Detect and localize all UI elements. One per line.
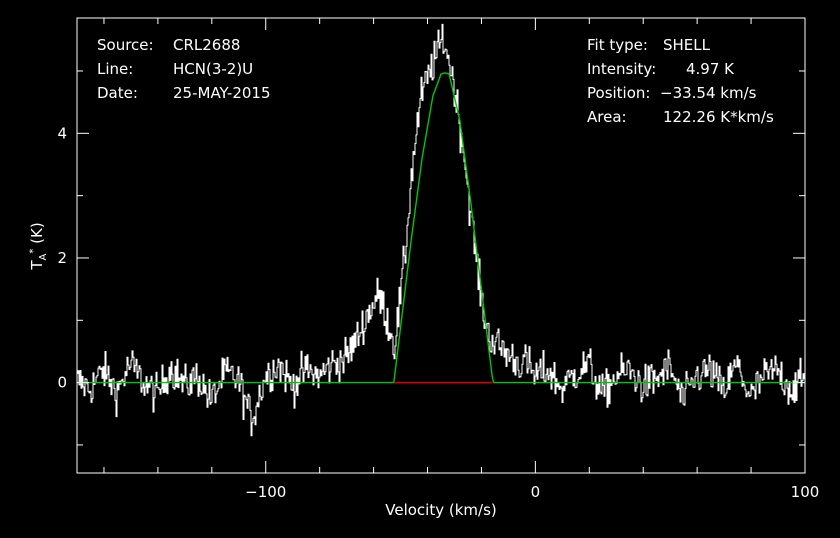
area-label: Area: <box>587 108 627 126</box>
line-label: Line: <box>97 60 133 78</box>
date-value: 25-MAY-2015 <box>173 84 271 102</box>
y-tick-label: 2 <box>57 249 67 267</box>
source-info: Source: CRL2688 Line: HCN(3-2)U Date: 25… <box>97 36 271 102</box>
fit-type-value: SHELL <box>663 36 711 54</box>
fit-type-label: Fit type: <box>587 36 648 54</box>
fit-line <box>77 72 805 384</box>
y-axis-label: TA* (K) <box>28 222 49 270</box>
line-value: HCN(3-2)U <box>173 60 253 78</box>
source-label: Source: <box>97 36 154 54</box>
intensity-value: 4.97 K <box>686 60 735 78</box>
x-tick-label: −100 <box>245 483 286 501</box>
intensity-label: Intensity: <box>587 60 656 78</box>
y-tick-label: 4 <box>57 124 67 142</box>
plot-frame <box>76 17 806 474</box>
axis-ticks: −100 0 100 0 2 4 <box>57 18 819 501</box>
chart-marks <box>76 23 805 437</box>
spectrum-line <box>76 23 805 437</box>
x-axis-label: Velocity (km/s) <box>385 501 496 519</box>
source-value: CRL2688 <box>173 36 240 54</box>
y-axis-label-text: TA* (K) <box>28 222 49 270</box>
x-tick-label: 100 <box>791 483 820 501</box>
area-value: 122.26 K*km/s <box>663 108 774 126</box>
x-tick-label: 0 <box>531 483 541 501</box>
date-label: Date: <box>97 84 138 102</box>
position-value: −33.54 km/s <box>660 84 757 102</box>
y-tick-label: 0 <box>57 374 67 392</box>
fit-info: Fit type: SHELL Intensity: 4.97 K Positi… <box>587 36 774 126</box>
position-label: Position: <box>587 84 650 102</box>
